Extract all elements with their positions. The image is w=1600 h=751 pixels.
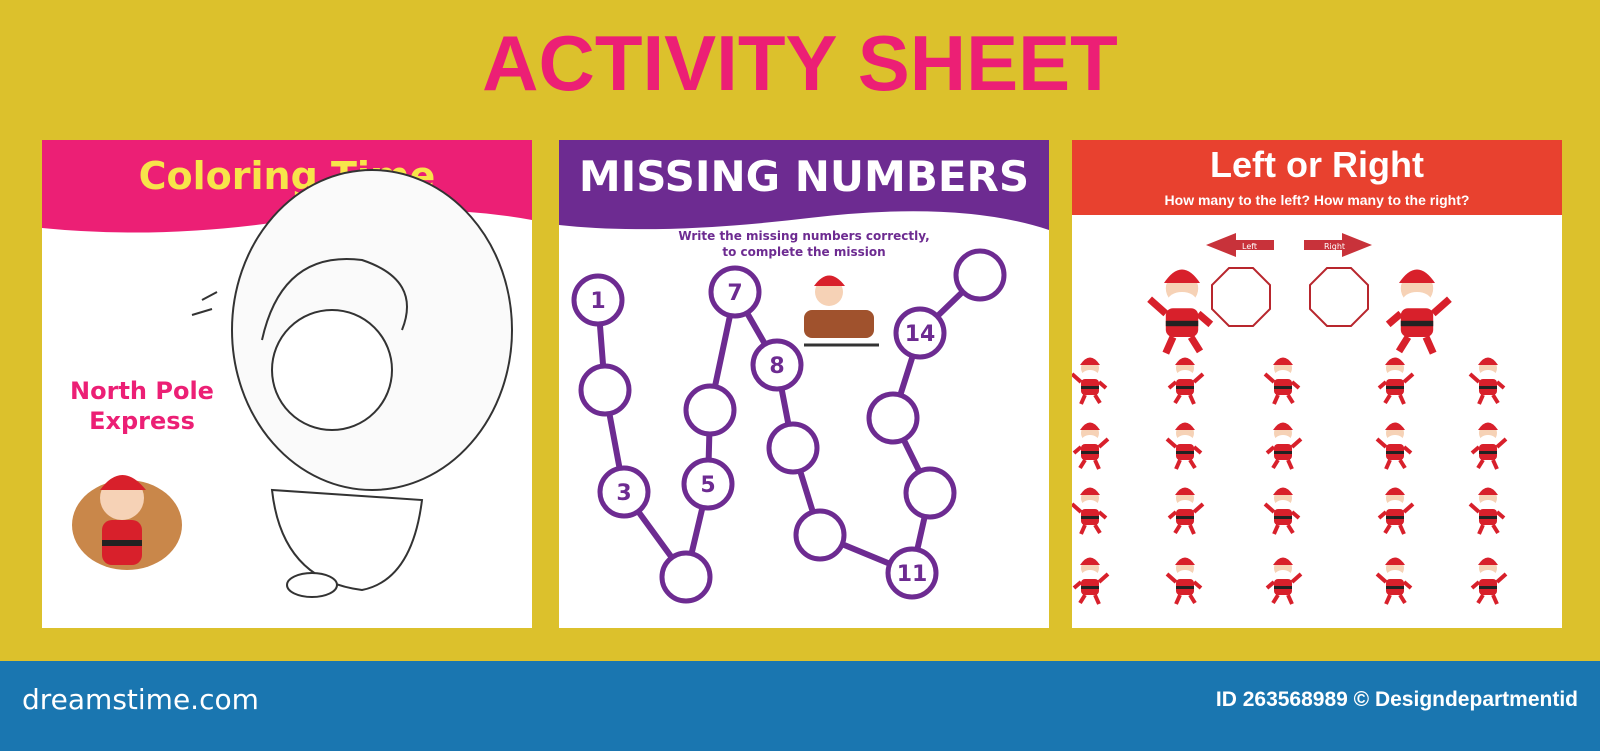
missing-instruction: Write the missing numbers correctly, to … bbox=[559, 228, 1049, 260]
santa-icon bbox=[1377, 487, 1415, 535]
leftright-question: How many to the left? How many to the ri… bbox=[1164, 192, 1470, 208]
santa-icon bbox=[1167, 487, 1205, 535]
missing-numbers-panel: MISSING NUMBERS Write the missing number… bbox=[559, 140, 1049, 628]
number-label: 7 bbox=[727, 281, 742, 306]
santa-icon bbox=[1468, 357, 1506, 405]
image-credit: ID 263568989 © Designdepartmentid bbox=[1215, 688, 1578, 711]
blank-number-circle[interactable] bbox=[903, 466, 957, 520]
blank-number-circle[interactable] bbox=[578, 363, 632, 417]
santa-icon bbox=[1072, 487, 1108, 535]
number-label: 8 bbox=[769, 354, 784, 379]
left-right-panel: Left or Right How many to the left? How … bbox=[1072, 140, 1562, 628]
number-label: 11 bbox=[897, 562, 928, 587]
leftright-art: Left Right bbox=[1072, 233, 1508, 605]
santa-icon bbox=[1072, 557, 1110, 605]
number-circle bbox=[750, 338, 804, 392]
page-title: ACTIVITY SHEET bbox=[482, 19, 1118, 107]
santa-icon bbox=[1165, 557, 1203, 605]
brand-watermark: dreamstime.com bbox=[22, 683, 259, 716]
number-circle bbox=[893, 306, 947, 360]
number-circle bbox=[885, 546, 939, 600]
missing-title: MISSING NUMBERS bbox=[578, 152, 1030, 201]
blank-number-circle[interactable] bbox=[866, 391, 920, 445]
footer-bar: dreamstime.com ID 263568989 © Designdepa… bbox=[0, 661, 1600, 751]
right-arrow-icon bbox=[1304, 233, 1372, 257]
blank-number-circle[interactable] bbox=[766, 421, 820, 475]
coloring-caption: North Pole Express bbox=[62, 376, 222, 436]
number-circle bbox=[681, 457, 735, 511]
left-arrow-icon bbox=[1206, 233, 1274, 257]
number-label: 14 bbox=[905, 322, 936, 347]
santa-icon bbox=[1375, 557, 1413, 605]
santa-icon bbox=[1147, 269, 1214, 355]
left-answer-box[interactable] bbox=[1211, 267, 1271, 327]
santa-sleigh-illustration bbox=[804, 275, 879, 347]
number-label: 1 bbox=[590, 289, 605, 314]
santa-icon bbox=[1468, 487, 1506, 535]
caption-line: North Pole bbox=[70, 377, 214, 405]
number-circle bbox=[571, 273, 625, 327]
number-label: 5 bbox=[700, 473, 715, 498]
santa-icon bbox=[1263, 357, 1301, 405]
santa-icon bbox=[1072, 357, 1108, 405]
santa-icon bbox=[1263, 487, 1301, 535]
left-label: Left bbox=[1242, 242, 1257, 251]
number-circle bbox=[597, 465, 651, 519]
missing-header-bg bbox=[559, 140, 1049, 230]
santa-outline-illustration bbox=[72, 169, 513, 598]
leftright-title: Left or Right bbox=[1210, 144, 1424, 185]
right-label: Right bbox=[1324, 242, 1345, 251]
coloring-panel: Coloring Time North Pole Express bbox=[42, 140, 532, 628]
caption-line: Express bbox=[89, 407, 195, 435]
santa-icon bbox=[1165, 422, 1203, 470]
blank-number-circle[interactable] bbox=[659, 550, 713, 604]
santa-icon bbox=[1265, 557, 1303, 605]
instruction-line: to complete the mission bbox=[722, 245, 886, 259]
santa-icon bbox=[1470, 422, 1508, 470]
number-label: 3 bbox=[616, 481, 631, 506]
blank-number-circle[interactable] bbox=[793, 508, 847, 562]
right-answer-box[interactable] bbox=[1309, 267, 1369, 327]
santa-icon bbox=[1385, 269, 1452, 355]
number-circle bbox=[708, 265, 762, 319]
santa-icon bbox=[1470, 557, 1508, 605]
santa-icon bbox=[1167, 357, 1205, 405]
santa-icon bbox=[1265, 422, 1303, 470]
blank-number-circle[interactable] bbox=[683, 383, 737, 437]
santa-icon bbox=[1377, 357, 1415, 405]
santa-icon bbox=[1072, 422, 1110, 470]
blank-number-circle[interactable] bbox=[953, 248, 1007, 302]
santa-icon bbox=[1375, 422, 1413, 470]
leftright-header-bg bbox=[1072, 140, 1562, 215]
instruction-line: Write the missing numbers correctly, bbox=[678, 229, 930, 243]
number-path: 1 3 5 7 8 11 14 bbox=[571, 248, 1007, 604]
